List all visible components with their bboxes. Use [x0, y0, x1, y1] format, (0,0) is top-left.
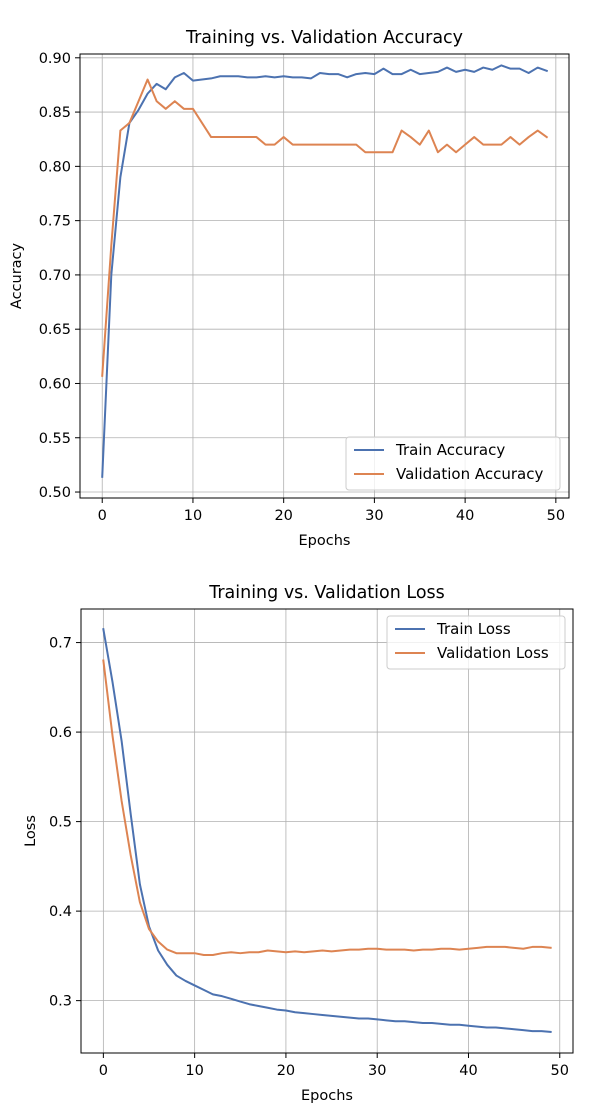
- accuracy-grid: [80, 54, 569, 498]
- accuracy-y-tick-label: 0.80: [39, 159, 71, 175]
- loss-y-tick-label: 0.4: [49, 904, 72, 920]
- loss-x-tick-label: 30: [368, 1063, 386, 1079]
- accuracy-x-tick-label: 50: [547, 508, 565, 524]
- loss-x-axis-label: Epochs: [301, 1088, 353, 1104]
- loss-x-tick-label: 20: [277, 1063, 295, 1079]
- accuracy-x-axis-label: Epochs: [299, 533, 351, 549]
- loss-ticks: 0 10 20 30 40 50 0.3 0.4 0.5 0.6 0.7: [49, 636, 569, 1079]
- loss-y-axis-label: Loss: [23, 815, 39, 847]
- accuracy-y-tick-label: 0.50: [39, 485, 71, 501]
- accuracy-series-lines: [101, 64, 549, 478]
- accuracy-legend-label-train: Train Accuracy: [395, 441, 505, 459]
- loss-legend-label-train: Train Loss: [436, 620, 511, 638]
- loss-legend-label-validation: Validation Loss: [437, 644, 549, 662]
- accuracy-y-tick-label: 0.70: [39, 268, 71, 284]
- loss-legend: Train Loss Validation Loss: [386, 615, 566, 670]
- loss-y-tick-label: 0.3: [49, 994, 72, 1010]
- accuracy-chart: 0 10 20 30 40 50 0.50 0.55 0.60 0.65 0.70 0.75 0.80 0…: [9, 28, 570, 549]
- accuracy-legend: Train Accuracy Validation Accuracy: [345, 436, 561, 491]
- accuracy-legend-box: [345, 436, 561, 491]
- accuracy-x-tick-label: 0: [98, 508, 107, 524]
- accuracy-series-line-validation: [101, 78, 549, 377]
- loss-chart: 0 10 20 30 40 50 0.3 0.4 0.5 0.6 0.7 Training vs. …: [23, 583, 574, 1104]
- loss-chart-title: Training vs. Validation Loss: [208, 583, 445, 603]
- accuracy-y-tick-label: 0.65: [39, 322, 71, 338]
- accuracy-y-axis-label: Accuracy: [9, 242, 25, 309]
- accuracy-y-tick-label: 0.55: [39, 431, 71, 447]
- loss-x-tick-label: 50: [551, 1063, 569, 1079]
- accuracy-ticks: 0 10 20 30 40 50 0.50 0.55 0.60 0.65 0.70 0.75 0.80 0…: [39, 51, 565, 524]
- accuracy-y-tick-label: 0.85: [39, 105, 71, 121]
- accuracy-legend-label-validation: Validation Accuracy: [396, 465, 543, 483]
- accuracy-chart-title: Training vs. Validation Accuracy: [185, 28, 463, 48]
- loss-series-lines: [102, 627, 552, 1034]
- loss-x-tick-label: 10: [185, 1063, 203, 1079]
- loss-y-tick-label: 0.5: [49, 815, 72, 831]
- loss-y-tick-label: 0.7: [49, 636, 72, 652]
- accuracy-series-line-train: [101, 64, 549, 478]
- accuracy-y-tick-label: 0.60: [39, 376, 71, 392]
- loss-series-line-train: [102, 627, 552, 1034]
- loss-plot-frame: [80, 608, 574, 1054]
- accuracy-x-tick-label: 40: [456, 508, 474, 524]
- accuracy-x-tick-label: 10: [184, 508, 202, 524]
- accuracy-x-tick-label: 20: [274, 508, 292, 524]
- loss-series-line-validation: [102, 659, 552, 956]
- accuracy-x-tick-label: 30: [365, 508, 383, 524]
- loss-x-tick-label: 40: [459, 1063, 477, 1079]
- accuracy-plot-frame: [79, 53, 570, 499]
- accuracy-y-tick-label: 0.75: [39, 214, 71, 230]
- loss-y-tick-label: 0.6: [49, 725, 72, 741]
- accuracy-y-tick-label: 0.90: [39, 51, 71, 67]
- loss-legend-box: [386, 615, 566, 670]
- loss-x-tick-label: 0: [99, 1063, 108, 1079]
